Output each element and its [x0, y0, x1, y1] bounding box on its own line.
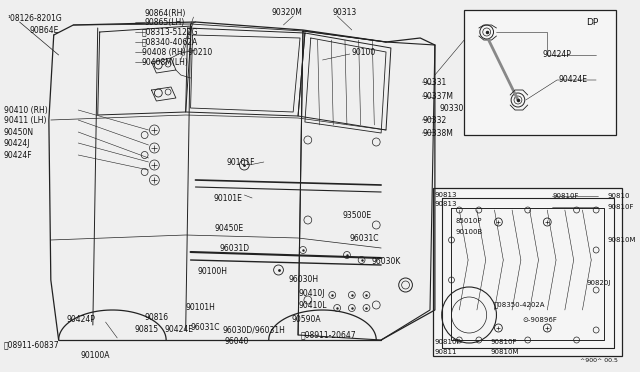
Text: 90424F: 90424F — [4, 151, 33, 160]
Text: 90337M: 90337M — [422, 92, 453, 100]
Text: 90810F: 90810F — [608, 204, 634, 210]
Text: 90411 (LH): 90411 (LH) — [4, 115, 47, 125]
Text: ⊙-90896F: ⊙-90896F — [523, 317, 557, 323]
Text: 90424P: 90424P — [542, 49, 572, 58]
Text: 90331: 90331 — [422, 77, 447, 87]
Text: Ⓝ08340-4062A: Ⓝ08340-4062A — [141, 38, 198, 46]
Text: 90100B: 90100B — [456, 229, 483, 235]
Text: 90100A: 90100A — [80, 350, 109, 359]
Text: 90338M: 90338M — [422, 128, 453, 138]
Text: Ⓝ08313-5122G: Ⓝ08313-5122G — [141, 28, 198, 36]
Text: 90101E: 90101E — [213, 193, 242, 202]
Text: 90816: 90816 — [145, 314, 169, 323]
Text: 90320M: 90320M — [271, 7, 303, 16]
Text: 90424J: 90424J — [4, 138, 31, 148]
Text: 96030H: 96030H — [288, 276, 319, 285]
Text: 90424P: 90424P — [67, 315, 95, 324]
Text: 90864(RH): 90864(RH) — [145, 9, 186, 17]
Text: 85010P: 85010P — [456, 218, 482, 224]
Text: DP: DP — [586, 17, 598, 26]
Text: 90424E: 90424E — [164, 326, 193, 334]
Text: 90810F: 90810F — [491, 339, 517, 345]
Text: 90590A: 90590A — [291, 315, 321, 324]
Text: 96030D/96031H: 96030D/96031H — [223, 326, 285, 334]
Text: 96030K: 96030K — [371, 257, 401, 266]
Text: 90450N: 90450N — [4, 128, 34, 137]
Text: 90410J: 90410J — [298, 289, 324, 298]
Text: 90410 (RH): 90410 (RH) — [4, 106, 47, 115]
Text: 90810M: 90810M — [608, 237, 636, 243]
Text: 90820J: 90820J — [586, 280, 611, 286]
Text: 90424E: 90424E — [559, 74, 588, 83]
Text: Ⓝ08350-4202A: Ⓝ08350-4202A — [493, 302, 545, 308]
Text: Ⓝ08911-60837: Ⓝ08911-60837 — [4, 340, 60, 350]
Text: 90813: 90813 — [435, 201, 458, 207]
Text: 90810F: 90810F — [435, 339, 461, 345]
Text: 90313: 90313 — [332, 7, 356, 16]
Text: ^900^ 00.5: ^900^ 00.5 — [580, 357, 618, 362]
Text: 90450E: 90450E — [215, 224, 244, 232]
Text: 90101F: 90101F — [227, 157, 255, 167]
Text: 90865(LH): 90865(LH) — [145, 17, 185, 26]
Text: 90332: 90332 — [422, 115, 447, 125]
Text: ¹08126-8201G: ¹08126-8201G — [8, 13, 63, 22]
Text: 90101H: 90101H — [186, 304, 216, 312]
Text: Ⓝ08911-20647: Ⓝ08911-20647 — [301, 330, 356, 340]
Text: 96040: 96040 — [225, 337, 249, 346]
Text: 90330: 90330 — [440, 103, 464, 112]
Text: 96031D: 96031D — [220, 244, 250, 253]
Text: 90408M(LH): 90408M(LH) — [141, 58, 189, 67]
Text: 96031C: 96031C — [350, 234, 380, 243]
Text: 90100H: 90100H — [197, 267, 227, 276]
Text: 90810: 90810 — [608, 193, 630, 199]
Text: 90100: 90100 — [352, 48, 376, 57]
Text: 90813: 90813 — [435, 192, 458, 198]
Text: 90811: 90811 — [435, 349, 458, 355]
Text: 90810M: 90810M — [491, 349, 519, 355]
Text: 90810F: 90810F — [552, 193, 579, 199]
Text: 90815: 90815 — [135, 326, 159, 334]
Text: 93500E: 93500E — [342, 211, 371, 219]
Bar — [433, 188, 621, 356]
Bar — [464, 10, 616, 135]
Text: 90410L: 90410L — [298, 301, 326, 310]
Text: 90408 (RH) 90210: 90408 (RH) 90210 — [141, 48, 212, 57]
Text: 90B64E: 90B64E — [29, 26, 59, 35]
Text: 96031C: 96031C — [191, 324, 220, 333]
